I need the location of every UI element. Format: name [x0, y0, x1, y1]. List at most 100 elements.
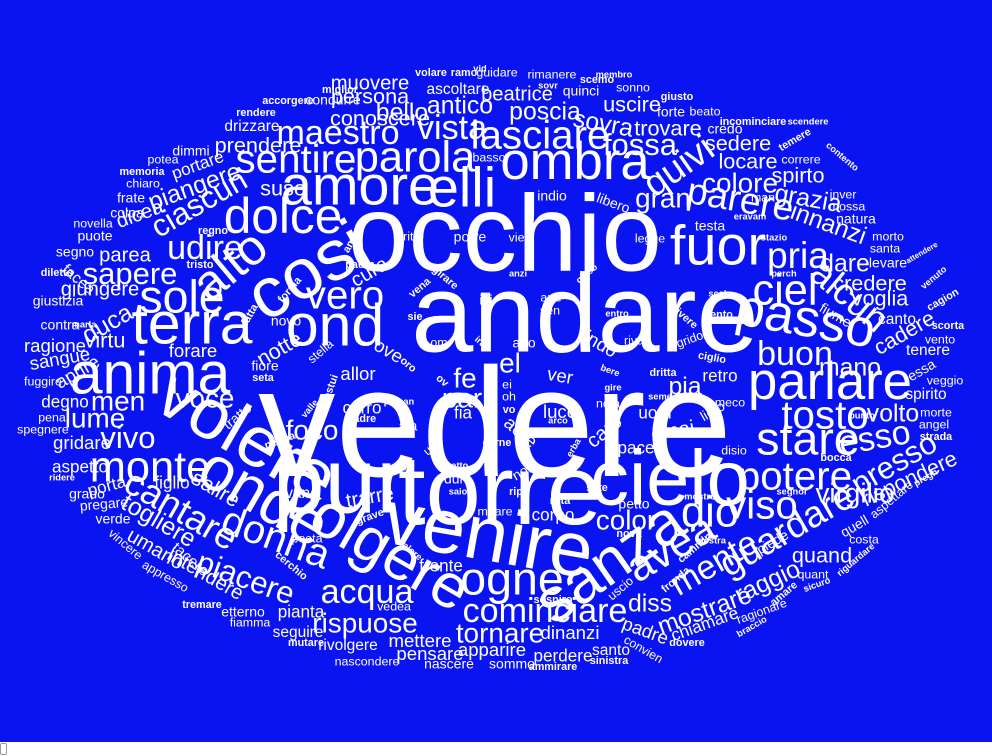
word-scendere: scendere	[788, 116, 829, 126]
word-sapere: sapere	[83, 256, 178, 291]
word-ogne: ogne	[460, 552, 563, 604]
word-lento: lento	[707, 309, 733, 321]
word-ramo: ramo	[451, 67, 478, 79]
word-apparire: apparire	[458, 639, 526, 660]
word-nova: nova	[616, 528, 642, 540]
word-sete: sete	[586, 482, 608, 494]
word-pensare: pensare	[396, 643, 463, 664]
word-tenere: tenere	[906, 342, 950, 359]
word-poeta: poeta	[291, 531, 322, 545]
word-anzi: anzi	[509, 268, 527, 278]
word-rispuose: rispuose	[312, 607, 417, 638]
word-volto: volto	[867, 401, 919, 428]
word-ratto: ratto	[448, 460, 469, 470]
word-disio: disio	[721, 443, 747, 457]
word-dimmi: dimmi	[172, 143, 209, 159]
word-costa: costa	[849, 532, 879, 546]
word-fuggire: fuggire	[24, 374, 62, 388]
word-nascondere: nascondere	[335, 654, 400, 668]
word-levare: levare	[869, 255, 907, 271]
word-fronte: fronte	[419, 557, 463, 576]
word-arco: arco	[548, 415, 568, 425]
word-rimanere: rimanere	[528, 67, 577, 81]
word-pena: pena	[38, 410, 66, 424]
word-basso: basso	[472, 150, 505, 164]
word-perch: perch	[771, 268, 797, 278]
word-duro: duro	[444, 471, 472, 487]
word-entro: entro	[605, 308, 629, 318]
word-credere: credere	[833, 271, 907, 296]
word-giustizia: giustizia	[33, 293, 84, 309]
word-virgilio: virgilio	[815, 477, 894, 508]
word-dritta: dritta	[650, 367, 678, 379]
word-pace: pace	[617, 439, 654, 458]
word-pregare: pregare	[79, 494, 129, 514]
word-quinci: quinci	[563, 83, 600, 99]
word-ala: ala	[399, 418, 418, 434]
word-miglior: miglior	[322, 84, 359, 96]
word-trovare: trovare	[634, 116, 702, 141]
word-angel: angel	[919, 417, 949, 431]
word-vivo: vivo	[100, 420, 155, 455]
word-petto: petto	[618, 496, 649, 512]
word-oh: oh	[502, 389, 516, 403]
word-venuto: venuto	[919, 264, 949, 291]
word-cielo: cielo	[590, 435, 749, 521]
word-sospiro: sospiro	[534, 594, 573, 606]
word-testa: testa	[695, 218, 726, 234]
word-acqua: acqua	[321, 573, 414, 611]
word-ammirare: ammirare	[529, 661, 578, 673]
word-tornare: tornare	[456, 617, 544, 648]
word-mossa: mossa	[829, 199, 866, 213]
word-color: color	[596, 504, 656, 535]
word-legge: legge	[635, 231, 665, 245]
word-mutare: mutare	[288, 637, 324, 649]
word-seguire: seguire	[273, 624, 324, 641]
word-sonno: sonno	[616, 80, 650, 94]
word-allor: allor	[340, 363, 375, 384]
word-pur: pur	[273, 429, 407, 533]
word-torre: torre	[398, 435, 602, 546]
word-paura: paura	[345, 259, 375, 271]
word-rendere: rendere	[236, 107, 276, 119]
word-tristo: tristo	[187, 259, 214, 271]
word-saio: saio	[449, 486, 468, 496]
word-porre: porre	[454, 229, 487, 245]
word-condurre: condurre	[305, 92, 360, 108]
word-monte: monte	[90, 443, 211, 491]
word-vien: vien	[509, 230, 532, 244]
word-terra: terra	[131, 292, 252, 357]
word-vedea: vedea	[377, 599, 411, 613]
word-etterno: etterno	[221, 604, 265, 620]
word-spegnere: spegnere	[17, 422, 69, 436]
page-corner-marker	[0, 743, 7, 755]
word-dinanzi: dinanzi	[541, 622, 600, 643]
word-incominciare: incominciare	[720, 116, 787, 128]
word-bello: bello	[376, 100, 428, 127]
word-sole: sole	[139, 270, 224, 322]
word-ciel: ciel	[752, 266, 817, 314]
word-sen: sen	[540, 303, 560, 317]
word-poscia: poscia	[509, 99, 581, 126]
word-fiore: fiore	[251, 358, 278, 374]
word-anima: anima	[70, 342, 231, 407]
word-parlare: parlare	[748, 352, 912, 411]
word-veggio: veggio	[927, 373, 964, 387]
word-sovr: sovr	[538, 80, 558, 90]
word-lasciare: lasciare	[471, 113, 610, 158]
word-vista: vista	[417, 109, 487, 147]
word-fia: fia	[454, 404, 473, 423]
word-verde: verde	[95, 511, 130, 527]
word-virtu: virtu	[85, 328, 126, 353]
word-punto: punto	[849, 410, 875, 420]
word-quant: quant	[797, 567, 829, 581]
word-sedere: sedere	[705, 131, 771, 156]
word-potea: potea	[147, 152, 178, 166]
word-cominciare: cominciare	[463, 592, 628, 630]
word-spirto: spirto	[771, 163, 824, 188]
word-fossa: fossa	[603, 127, 678, 162]
word-strada: strada	[920, 431, 953, 443]
word-segnor: segnor	[777, 486, 808, 496]
word-carne: carne	[483, 437, 512, 449]
word-amore: amore	[281, 154, 439, 217]
